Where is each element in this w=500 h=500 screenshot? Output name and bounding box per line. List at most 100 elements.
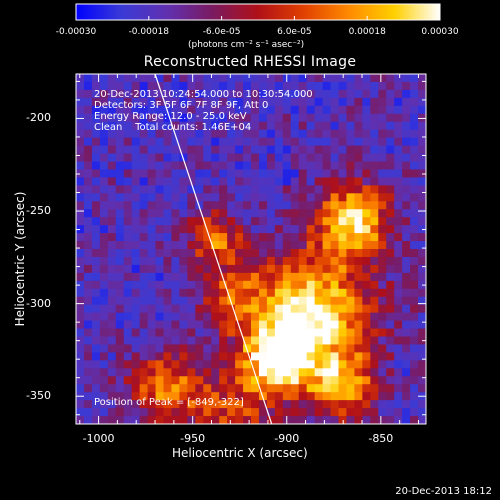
heatmap-pixel <box>179 145 188 154</box>
heatmap-pixel <box>83 288 93 298</box>
heatmap-pixel <box>219 272 228 282</box>
heatmap-pixel <box>258 74 268 83</box>
heatmap-pixel <box>107 280 117 290</box>
heatmap-pixel <box>354 328 363 337</box>
heatmap-pixel <box>290 296 300 306</box>
heatmap-pixel <box>346 360 355 369</box>
heatmap-pixel <box>171 328 180 337</box>
heatmap-pixel <box>115 344 125 353</box>
heatmap-pixel <box>211 384 220 393</box>
heatmap-pixel <box>171 137 180 146</box>
heatmap-pixel <box>131 233 141 242</box>
heatmap-pixel <box>203 400 212 409</box>
heatmap-pixel <box>402 97 411 107</box>
heatmap-pixel <box>306 352 316 361</box>
heatmap-pixel <box>131 272 141 282</box>
heatmap-pixel <box>282 304 292 314</box>
heatmap-pixel <box>131 193 141 202</box>
heatmap-pixel <box>171 145 180 154</box>
heatmap-pixel <box>227 89 236 99</box>
heatmap-pixel <box>394 288 403 298</box>
heatmap-pixel <box>354 249 363 258</box>
heatmap-pixel <box>266 249 276 258</box>
heatmap-pixel <box>211 145 220 154</box>
heatmap-pixel <box>163 376 172 385</box>
heatmap-pixel <box>298 400 308 409</box>
heatmap-pixel <box>227 209 236 218</box>
heatmap-pixel <box>418 201 427 210</box>
heatmap-pixel <box>195 225 204 234</box>
heatmap-pixel <box>362 97 371 107</box>
heatmap-pixel <box>203 272 212 282</box>
heatmap-pixel <box>394 177 403 186</box>
heatmap-pixel <box>99 169 109 178</box>
x-axis-label: Heliocentric X (arcsec) <box>172 446 308 460</box>
heatmap-pixel <box>338 320 347 329</box>
heatmap-pixel <box>107 249 117 258</box>
heatmap-pixel <box>394 169 403 178</box>
heatmap-pixel <box>155 392 164 401</box>
heatmap-pixel <box>418 185 427 194</box>
heatmap-pixel <box>195 256 204 266</box>
heatmap-pixel <box>290 89 300 99</box>
heatmap-pixel <box>163 137 172 146</box>
heatmap-pixel <box>123 312 133 321</box>
heatmap-pixel <box>147 105 156 115</box>
heatmap-pixel <box>386 352 395 361</box>
heatmap-pixel <box>155 201 164 210</box>
heatmap-pixel <box>243 153 252 162</box>
heatmap-pixel <box>251 288 260 298</box>
heatmap-pixel <box>227 201 236 210</box>
heatmap-pixel <box>282 137 292 146</box>
heatmap-pixel <box>76 336 85 345</box>
heatmap-pixel <box>243 241 252 250</box>
heatmap-pixel <box>211 89 220 99</box>
heatmap-pixel <box>251 320 260 329</box>
heatmap-pixel <box>282 161 292 170</box>
heatmap-pixel <box>346 352 355 361</box>
heatmap-pixel <box>155 74 164 83</box>
heatmap-pixel <box>290 320 300 329</box>
heatmap-pixel <box>203 304 212 314</box>
heatmap-pixel <box>258 328 268 337</box>
heatmap-pixel <box>418 368 427 377</box>
heatmap-pixel <box>227 241 236 250</box>
heatmap-pixel <box>91 272 101 282</box>
heatmap-pixel <box>402 241 411 250</box>
heatmap-pixel <box>203 74 212 83</box>
heatmap-pixel <box>123 81 133 91</box>
heatmap-pixel <box>290 312 300 321</box>
heatmap-pixel <box>147 249 156 258</box>
heatmap-pixel <box>147 256 156 266</box>
heatmap-pixel <box>282 376 292 385</box>
heatmap-pixel <box>83 97 93 107</box>
heatmap-pixel <box>290 105 300 115</box>
heatmap-pixel <box>76 121 85 131</box>
heatmap-pixel <box>91 177 101 186</box>
heatmap-pixel <box>274 328 284 337</box>
heatmap-pixel <box>330 352 339 361</box>
heatmap-pixel <box>219 217 228 226</box>
heatmap-pixel <box>76 177 85 186</box>
heatmap-pixel <box>410 225 419 234</box>
heatmap-pixel <box>219 368 228 377</box>
heatmap-pixel <box>147 296 156 306</box>
heatmap-pixel <box>195 113 204 123</box>
heatmap-pixel <box>211 201 220 210</box>
heatmap-pixel <box>322 185 331 194</box>
heatmap-pixel <box>115 360 125 369</box>
heatmap-pixel <box>76 280 85 290</box>
heatmap-pixel <box>402 217 411 226</box>
heatmap-pixel <box>147 201 156 210</box>
heatmap-pixel <box>147 185 156 194</box>
heatmap-pixel <box>235 368 244 377</box>
heatmap-pixel <box>418 400 427 409</box>
heatmap-pixel <box>211 344 220 353</box>
heatmap-pixel <box>306 177 316 186</box>
heatmap-pixel <box>203 344 212 353</box>
heatmap-pixel <box>171 264 180 274</box>
heatmap-pixel <box>107 328 117 337</box>
heatmap-pixel <box>418 376 427 385</box>
heatmap-pixel <box>386 161 395 170</box>
heatmap-pixel <box>346 74 355 83</box>
